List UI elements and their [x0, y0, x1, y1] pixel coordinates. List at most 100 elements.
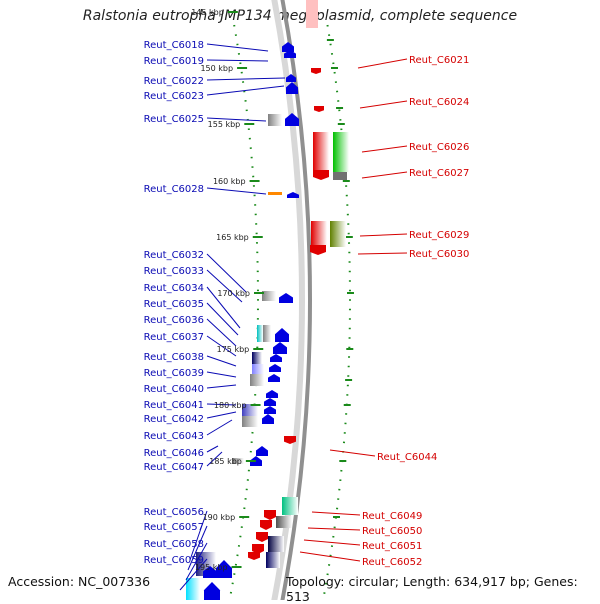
gene-label-right: Reut_C6049 — [362, 511, 422, 522]
leader-line — [361, 145, 408, 153]
gene-arrow — [285, 113, 299, 126]
gene-block — [333, 172, 347, 180]
leader-line — [357, 58, 408, 69]
tick-label: 155 kbp — [208, 120, 241, 129]
leader-line — [206, 302, 239, 336]
leader-line — [206, 187, 267, 195]
gene-label-left: Reut_C6058 — [144, 539, 204, 550]
gene-label-right: Reut_C6024 — [409, 97, 469, 108]
gene-arrow — [284, 50, 296, 58]
gene-arrow — [282, 42, 294, 52]
gene-arrow — [262, 414, 274, 424]
gene-block — [311, 221, 327, 245]
leader-line — [206, 371, 237, 378]
gene-label-left: Reut_C6025 — [144, 114, 204, 125]
gene-arrow — [256, 446, 268, 456]
gene-arrow — [287, 192, 299, 198]
gene-arrow — [252, 544, 264, 554]
gene-label-right: Reut_C6052 — [362, 557, 422, 568]
leader-line — [361, 171, 408, 179]
tick-label: 180 kbp — [214, 401, 247, 410]
gene-block — [263, 325, 271, 342]
gene-label-right: Reut_C6026 — [409, 142, 469, 153]
gene-label-left: Reut_C6023 — [144, 91, 204, 102]
gene-label-left: Reut_C6037 — [144, 332, 204, 343]
gene-arrow — [275, 328, 289, 342]
gene-arrow — [203, 566, 217, 578]
tick-label: 165 kbp — [216, 233, 249, 242]
gene-block — [242, 404, 258, 416]
gene-arrow — [269, 364, 281, 372]
leader-line — [299, 551, 361, 562]
tick-label: 160 kbp — [213, 177, 246, 186]
gene-arrow — [204, 582, 220, 600]
leader-line — [206, 318, 237, 347]
leader-line — [307, 527, 361, 531]
leader-line — [357, 252, 408, 255]
gene-arrow — [273, 342, 287, 354]
gene-arrow — [248, 552, 260, 560]
gene-arrow — [268, 374, 280, 382]
gene-block — [282, 497, 298, 515]
gene-arrow — [311, 68, 321, 74]
gene-block — [242, 416, 258, 427]
leader-line — [206, 253, 247, 293]
gene-label-right: Reut_C6044 — [377, 452, 437, 463]
gene-arrow — [260, 520, 272, 530]
gene-label-left: Reut_C6040 — [144, 384, 204, 395]
gene-label-left: Reut_C6019 — [144, 56, 204, 67]
leader-line — [311, 511, 361, 516]
tick-label: 195 kbp — [195, 563, 228, 572]
gene-label-right: Reut_C6050 — [362, 526, 422, 537]
leader-line — [206, 445, 219, 453]
gene-block — [268, 536, 284, 552]
gene-block — [268, 114, 282, 126]
gene-block — [313, 132, 329, 170]
gene-arrow — [250, 456, 262, 466]
gene-block — [333, 132, 349, 172]
leader-line — [206, 43, 269, 52]
gene-label-left: Reut_C6041 — [144, 400, 204, 411]
gene-block — [306, 0, 318, 28]
gene-arrow — [314, 106, 324, 112]
gene-arrow — [310, 245, 326, 255]
gene-block — [266, 552, 280, 568]
gene-block — [268, 192, 282, 195]
gene-label-right: Reut_C6030 — [409, 249, 469, 260]
gene-block — [276, 516, 292, 528]
gene-arrow — [286, 82, 298, 94]
tick-label: 190 kbp — [203, 513, 236, 522]
leader-line — [329, 449, 376, 457]
gene-block — [330, 221, 346, 247]
leader-line — [206, 77, 286, 81]
leader-line — [206, 355, 237, 367]
gene-label-left: Reut_C6034 — [144, 283, 204, 294]
gene-label-left: Reut_C6043 — [144, 431, 204, 442]
gene-arrow — [313, 170, 329, 180]
leader-line — [206, 269, 243, 303]
gene-label-right: Reut_C6021 — [409, 55, 469, 66]
gene-block — [186, 578, 200, 600]
gene-arrow — [264, 398, 276, 406]
leader-line — [206, 286, 241, 329]
gene-arrow — [266, 390, 278, 398]
leader-line — [359, 100, 408, 109]
leader-line — [206, 451, 223, 467]
gene-label-left: Reut_C6032 — [144, 250, 204, 261]
gene-label-left: Reut_C6036 — [144, 315, 204, 326]
gene-block — [252, 364, 264, 374]
leader-line — [303, 539, 361, 546]
gene-block — [250, 374, 264, 386]
gene-block — [262, 291, 276, 301]
leader-line — [206, 419, 233, 436]
gene-label-right: Reut_C6027 — [409, 168, 469, 179]
gene-arrow — [216, 560, 232, 578]
leader-line — [206, 411, 237, 419]
leader-line — [179, 558, 208, 591]
leader-line — [206, 384, 237, 389]
gene-label-left: Reut_C6035 — [144, 299, 204, 310]
gene-block — [257, 325, 263, 342]
gene-arrow — [286, 74, 296, 82]
leader-line — [187, 525, 208, 571]
